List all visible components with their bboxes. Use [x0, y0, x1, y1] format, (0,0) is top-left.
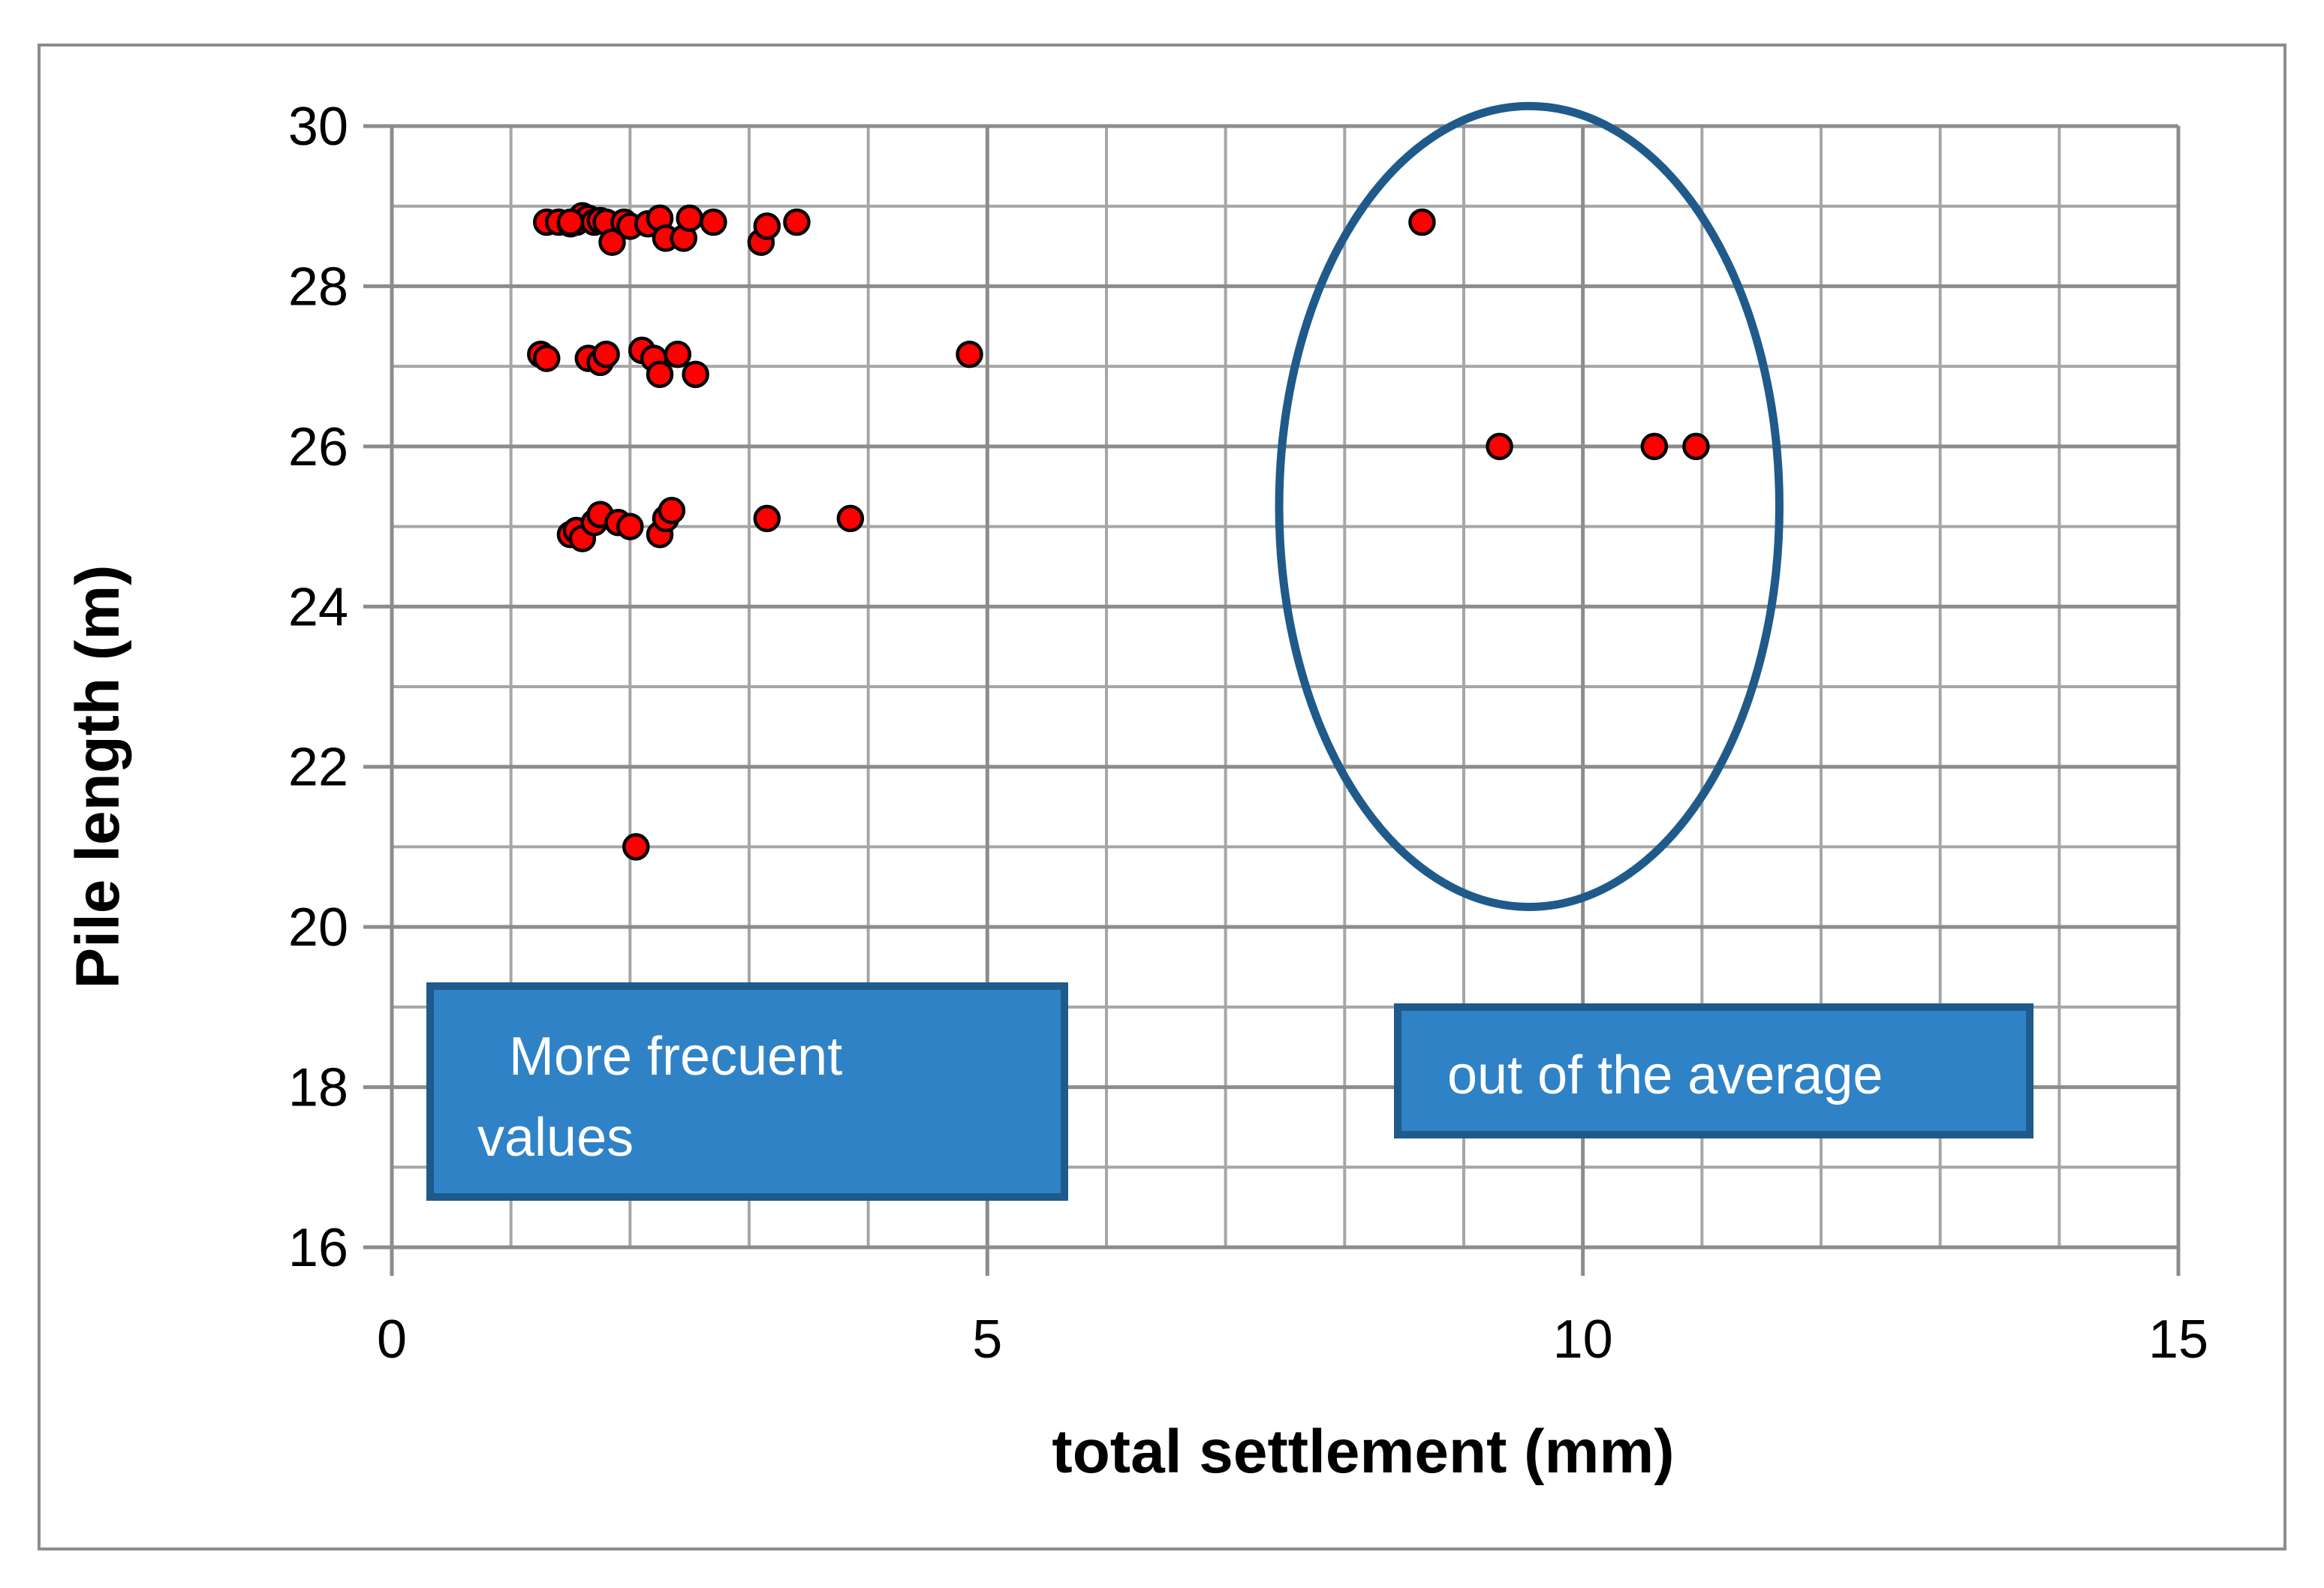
y-tick-label: 26 — [288, 417, 348, 477]
y-tick-label: 30 — [288, 97, 348, 157]
annotation-box-frequent-line-2: values — [477, 1108, 634, 1168]
x-tick-label: 10 — [1553, 1310, 1613, 1370]
data-point — [646, 360, 674, 389]
y-tick-label: 28 — [288, 257, 348, 317]
data-point — [598, 228, 626, 256]
data-point — [1640, 432, 1669, 461]
data-point — [533, 344, 561, 372]
y-tick-labels: 16 18 20 22 24 26 28 30 — [288, 97, 348, 1278]
y-tick-label: 18 — [288, 1058, 348, 1118]
annotation-box-frequent: More frecuent values — [426, 982, 1068, 1201]
data-point — [836, 504, 865, 533]
y-tick-label: 16 — [288, 1218, 348, 1278]
data-point — [1682, 432, 1710, 461]
data-point — [658, 496, 686, 525]
y-tick-label: 24 — [288, 577, 348, 637]
data-point — [664, 340, 692, 368]
data-point — [622, 833, 650, 861]
annotation-box-frequent-line-1: More frecuent — [494, 1027, 842, 1087]
annotation-box-outliers: out of the average — [1394, 1003, 2034, 1138]
x-tick-label: 0 — [377, 1310, 407, 1370]
data-point — [1408, 208, 1436, 236]
data-point — [753, 504, 781, 533]
data-point — [700, 208, 727, 236]
x-axis-title: total settlement (mm) — [1052, 1418, 1674, 1486]
outlier-ellipse — [1275, 101, 1784, 911]
data-point — [676, 204, 703, 232]
data-point — [753, 212, 781, 240]
x-tick-label: 5 — [972, 1310, 1002, 1370]
data-point — [1486, 432, 1513, 461]
data-point — [556, 208, 585, 236]
data-points — [527, 202, 1710, 861]
x-tick-label: 15 — [2148, 1310, 2208, 1370]
data-point — [956, 340, 983, 368]
data-point — [592, 340, 620, 368]
annotation-box-outliers-text: out of the average — [1447, 1045, 1883, 1105]
y-tick-label: 20 — [288, 898, 348, 958]
data-point — [682, 360, 709, 389]
data-point — [616, 513, 644, 540]
y-axis-title: Pile length (m) — [64, 565, 132, 989]
y-tick-label: 22 — [288, 738, 348, 798]
chart-frame — [38, 44, 2286, 1550]
data-point — [783, 208, 811, 236]
x-tick-labels: 0 5 10 15 — [377, 1310, 2208, 1370]
